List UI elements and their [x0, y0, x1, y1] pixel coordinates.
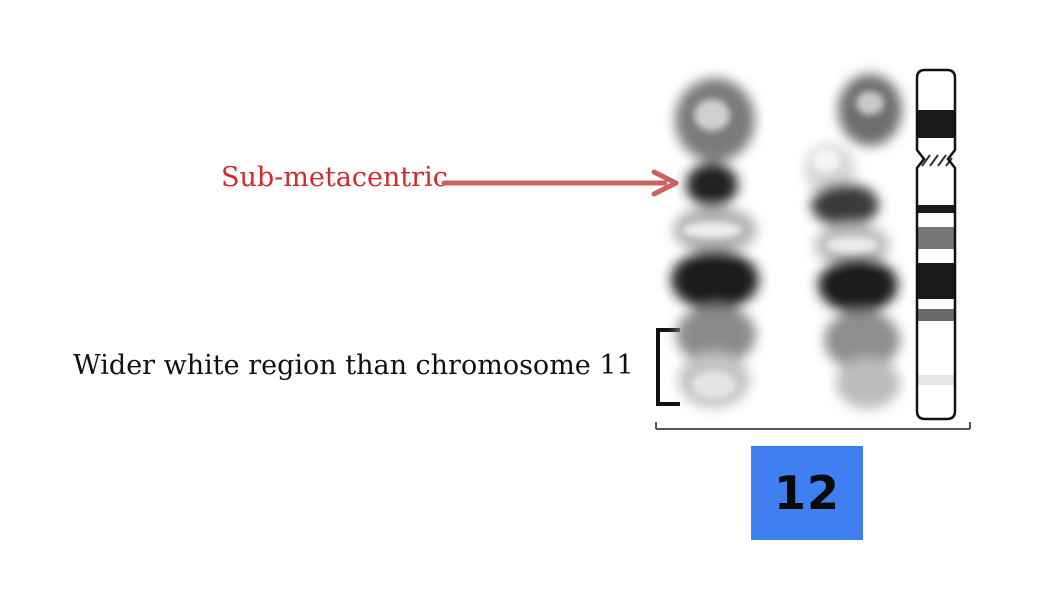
sub-metacentric-label: Sub-metacentric — [221, 162, 448, 193]
chromosome-number: 12 — [773, 466, 840, 520]
chromosome-right — [804, 74, 902, 409]
chromosome-pair-image — [655, 68, 971, 430]
baseline-rule — [655, 422, 971, 430]
chromosome-left — [671, 78, 759, 408]
wider-region-label: Wider white region than chromosome 11 — [73, 350, 634, 381]
chromosome-number-badge: 12 — [751, 446, 863, 540]
right-arrow-icon — [441, 169, 679, 197]
left-bracket-icon — [656, 328, 680, 406]
chromosome-ideogram — [915, 68, 957, 421]
